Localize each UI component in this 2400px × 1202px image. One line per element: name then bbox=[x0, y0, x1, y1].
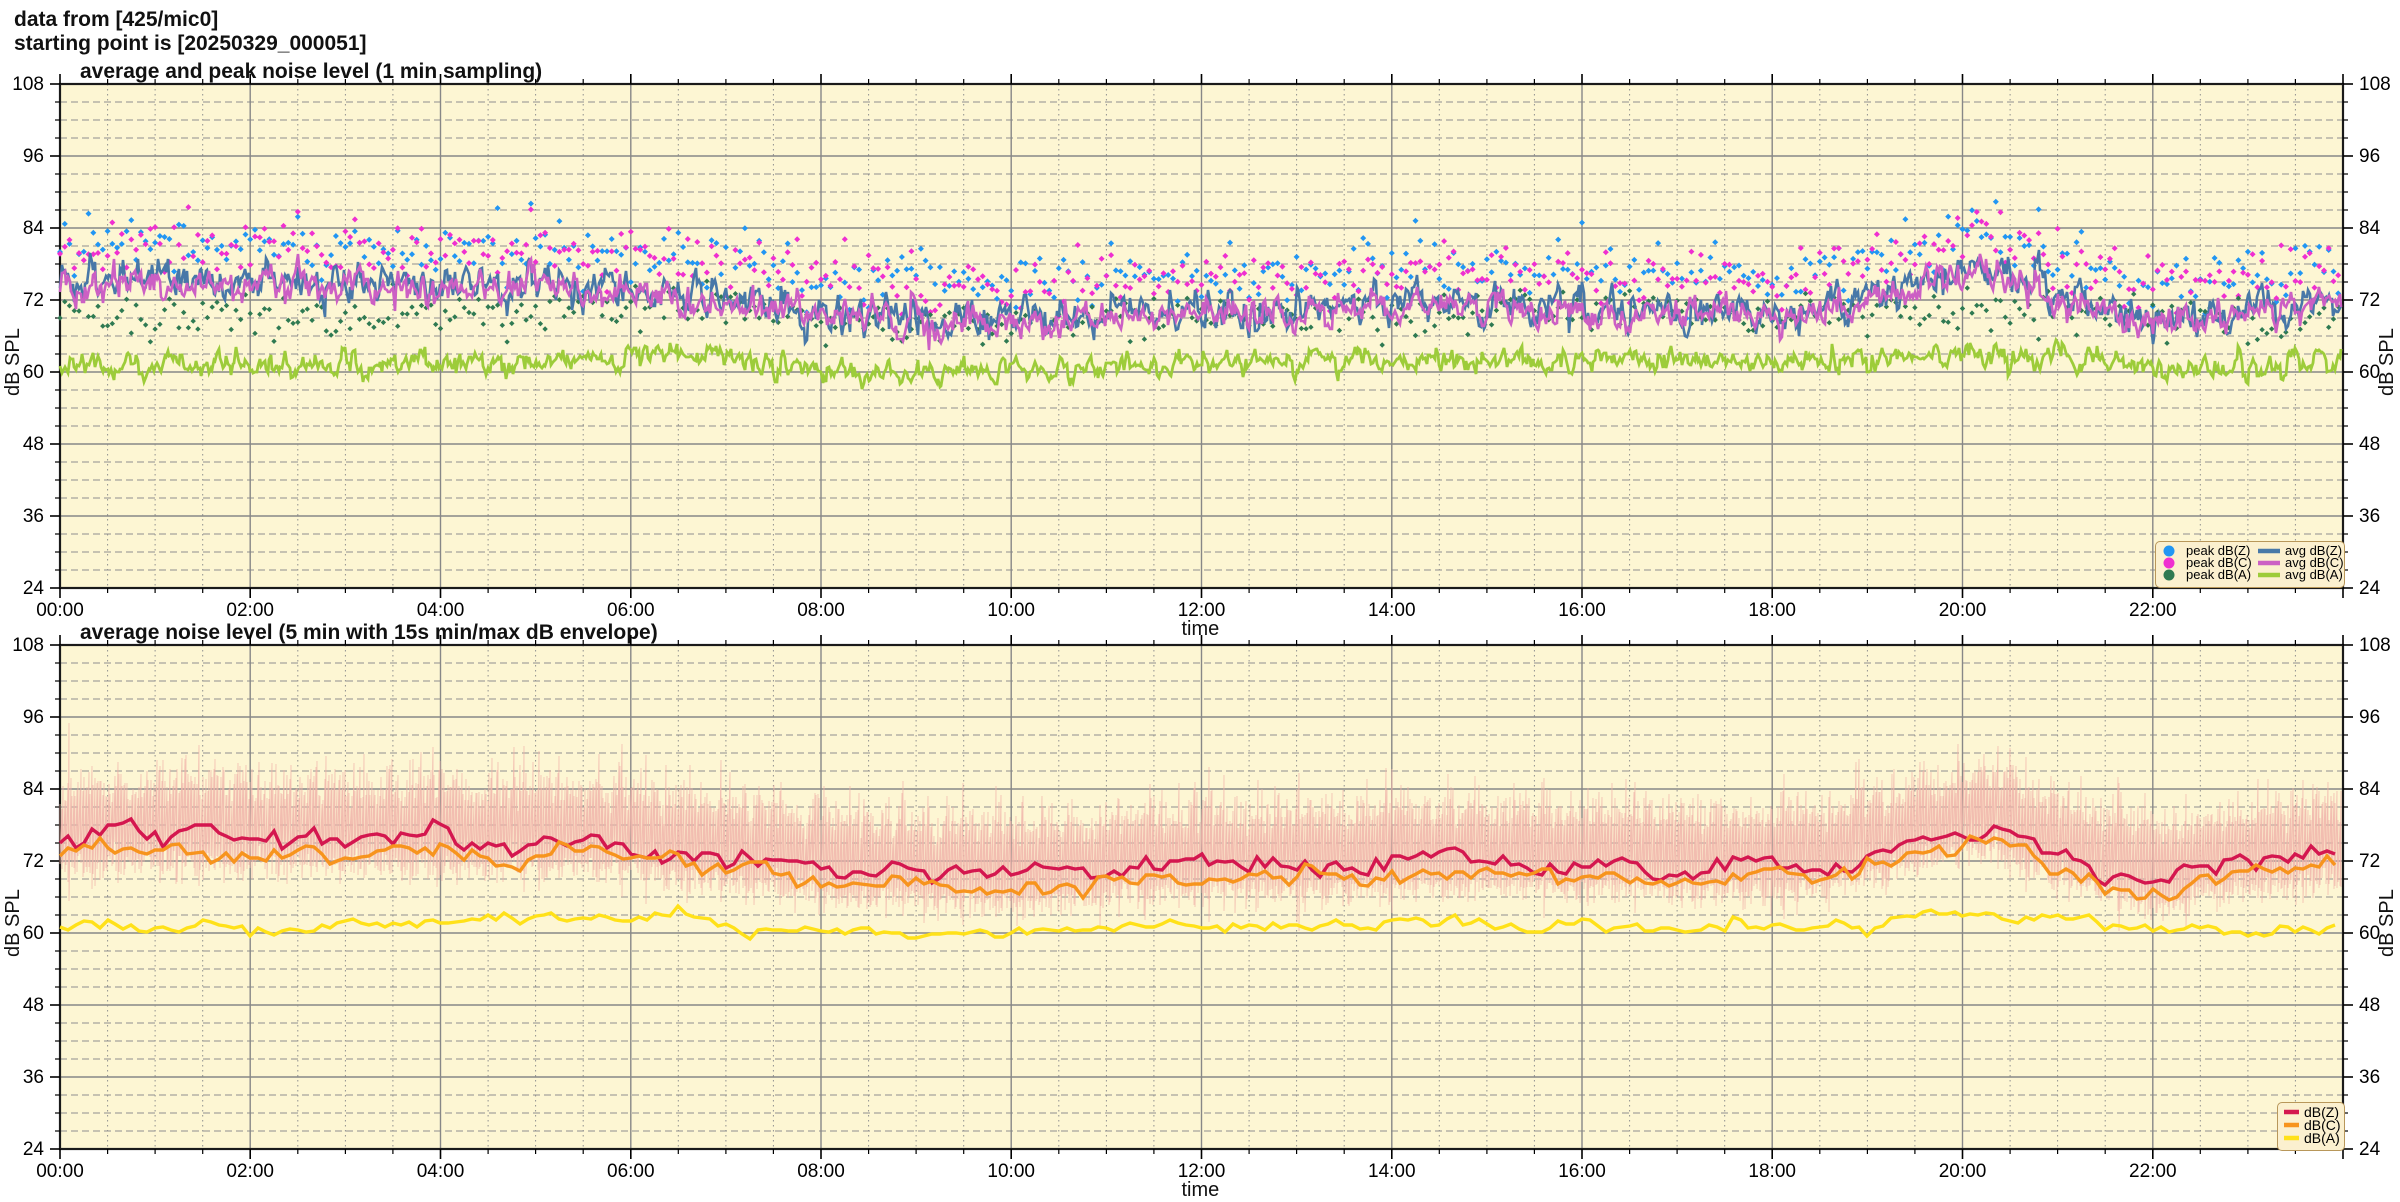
svg-text:dB(A): dB(A) bbox=[2304, 1130, 2340, 1146]
